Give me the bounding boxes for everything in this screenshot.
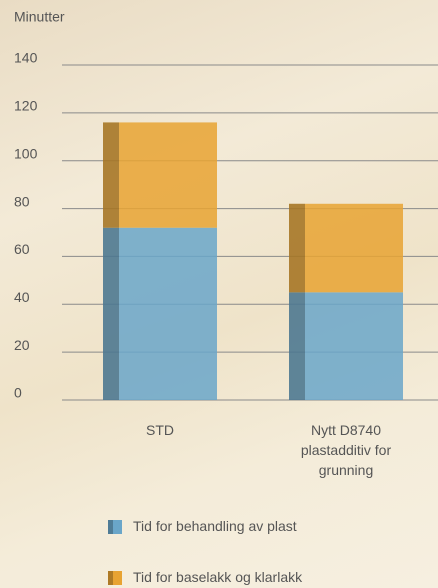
y-tick-label: 60 [14, 241, 30, 257]
bar-segment [289, 204, 403, 293]
y-tick-label: 100 [14, 145, 38, 161]
y-tick-label: 140 [14, 50, 38, 66]
y-tick-label: 0 [14, 385, 22, 401]
bar-edge [289, 204, 305, 293]
bar-edge [289, 292, 305, 400]
y-tick-label: 80 [14, 193, 30, 209]
legend-swatch-edge [108, 571, 113, 585]
bar-edge [103, 228, 119, 400]
bar-segment [289, 292, 403, 400]
y-tick-label: 120 [14, 98, 38, 114]
legend-swatch-edge [108, 520, 113, 534]
chart: Minutter 0 20 40 60 80 100 120 140 STD Nytt D874… [0, 0, 438, 588]
bar-edge [103, 122, 119, 227]
y-tick-label: 40 [14, 289, 30, 305]
y-axis-label: Minutter [14, 9, 65, 25]
x-tick-label: STD [95, 420, 225, 440]
legend-label: Tid for behandling av plast [133, 518, 297, 534]
y-tick-label: 20 [14, 337, 30, 353]
bar-segment [103, 228, 217, 400]
x-tick-label: Nytt D8740 plastadditiv for grunning [281, 420, 411, 480]
plot: Minutter 0 20 40 60 80 100 120 140 [0, 0, 438, 588]
bar-segment [103, 122, 217, 227]
legend-label: Tid for baselakk og klarlakk [133, 569, 302, 585]
